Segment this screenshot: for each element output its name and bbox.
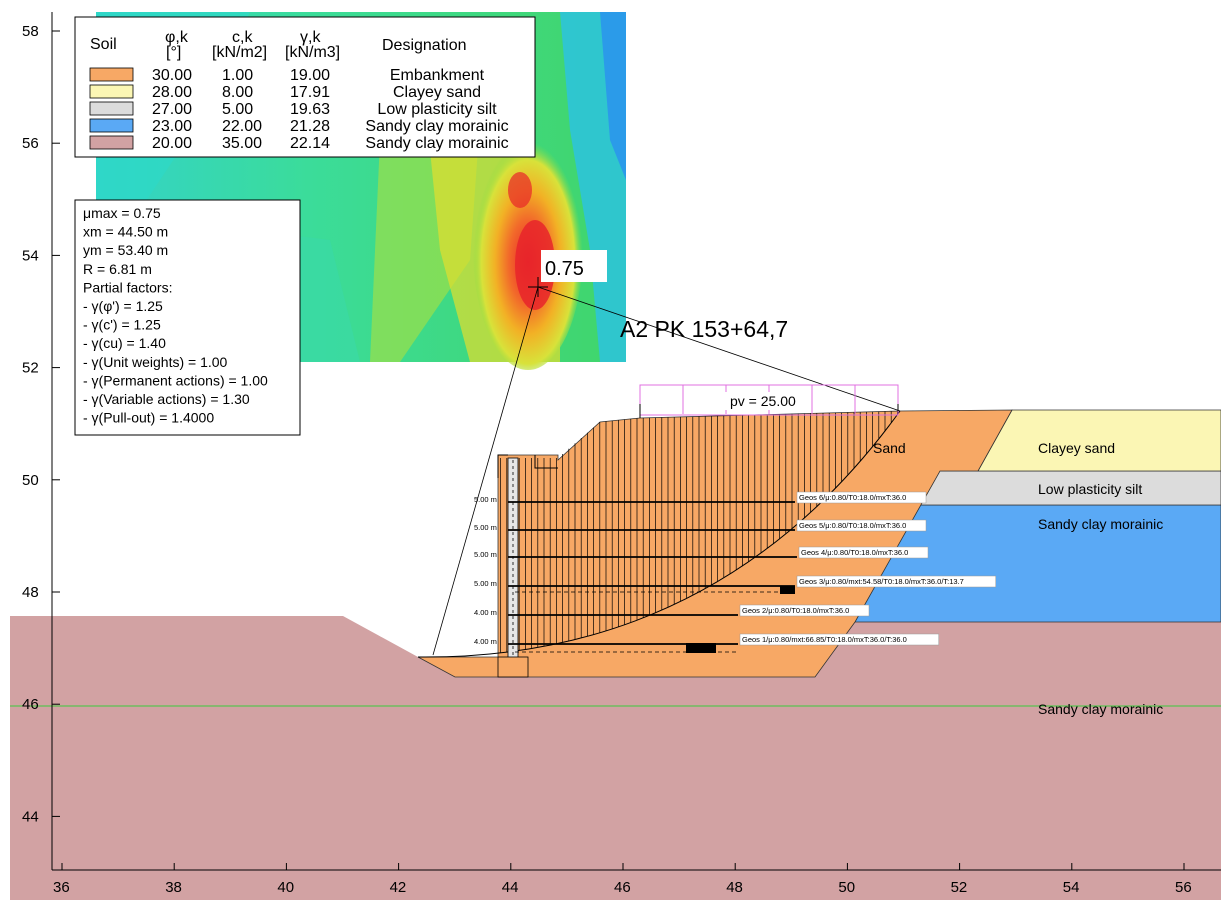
header-gamma: γ,k xyxy=(300,29,321,46)
result-line: R = 6.81 m xyxy=(83,261,152,277)
reinforcement-spacing: 4.00 m xyxy=(474,637,497,646)
results-box: μmax = 0.75 xm = 44.50 m ym = 53.40 m R = 6… xyxy=(74,199,301,436)
result-line: - γ(cu) = 1.40 xyxy=(83,335,166,351)
x-tick-label: 54 xyxy=(1063,879,1080,896)
reinforcement-label: Geos 2/μ:0.80/T0:18.0/mxT:36.0 xyxy=(742,606,849,615)
y-tick-label: 44 xyxy=(22,808,39,825)
legend-gamma: 19.00 xyxy=(290,67,330,84)
y-tick-label: 54 xyxy=(22,247,39,264)
center-safety-factor: 0.75 xyxy=(545,258,584,280)
legend-c: 8.00 xyxy=(222,84,253,101)
header-phi: φ,k xyxy=(165,29,189,46)
result-line: - γ(Pull-out) = 1.4000 xyxy=(83,410,214,426)
result-line: - γ(Variable actions) = 1.30 xyxy=(83,391,250,407)
legend-designation: Embankment xyxy=(390,67,485,84)
legend-gamma: 21.28 xyxy=(290,118,330,135)
legend-gamma: 19.63 xyxy=(290,101,330,118)
legend-phi: 20.00 xyxy=(152,135,192,152)
header-gamma-unit: [kN/m3] xyxy=(285,44,340,61)
legend-c: 5.00 xyxy=(222,101,253,118)
reinforcement-label: Geos 1/μ:0.80/mxt:66.85/T0:18.0/mxT:36.0… xyxy=(742,635,907,644)
legend-swatch xyxy=(89,118,134,133)
x-tick-label: 46 xyxy=(614,879,631,896)
x-tick-label: 44 xyxy=(502,879,519,896)
legend-phi: 23.00 xyxy=(152,118,192,135)
soil-label-clayey-sand: Clayey sand xyxy=(1038,440,1115,456)
result-line: - γ(φ') = 1.25 xyxy=(83,298,163,314)
legend-swatch xyxy=(89,84,134,99)
layer-sandy-clay-base xyxy=(10,616,1221,900)
radius-line-left xyxy=(432,286,539,656)
legend-designation: Sandy clay morainic xyxy=(365,118,508,135)
legend-phi: 30.00 xyxy=(152,67,192,84)
x-tick-label: 50 xyxy=(838,879,855,896)
section-title: A2 PK 153+64,7 xyxy=(620,316,788,342)
reinforcement-label: Geos 3/μ:0.80/mxt:54.58/T0:18.0/mxT:36.0… xyxy=(799,577,964,586)
y-tick-label: 58 xyxy=(22,23,39,40)
soil-label-sand: Sand xyxy=(873,440,906,456)
legend-swatch xyxy=(89,135,134,150)
reinforcement-spacing: 5.00 m xyxy=(474,579,497,588)
x-tick-label: 40 xyxy=(277,879,294,896)
circle-center-marker: 0.75 xyxy=(528,250,607,297)
result-line: ym = 53.40 m xyxy=(83,242,168,258)
legend-swatch xyxy=(89,101,134,116)
x-tick-label: 56 xyxy=(1175,879,1192,896)
header-designation: Designation xyxy=(382,37,467,54)
x-tick-label: 48 xyxy=(726,879,743,896)
result-line: μmax = 0.75 xyxy=(83,205,161,221)
radius-line-right xyxy=(537,286,901,412)
surcharge-load: pv = 25.00 xyxy=(639,384,899,418)
soil-label-sandy-clay-1: Sandy clay morainic xyxy=(1038,516,1163,532)
reinforcement-spacing: 5.00 m xyxy=(474,495,497,504)
legend-designation: Sandy clay morainic xyxy=(365,135,508,152)
reinforcement-label: Geos 6/μ:0.80/T0:18.0/mxT:36.0 xyxy=(799,493,906,502)
x-tick-label: 38 xyxy=(165,879,182,896)
axes: 36 38 40 42 44 46 48 50 52 54 56 58 56 54 52 50 48 46 44 xyxy=(22,12,1221,896)
header-soil: Soil xyxy=(90,36,117,53)
y-tick-label: 46 xyxy=(22,696,39,713)
legend-designation: Low plasticity silt xyxy=(377,101,497,118)
reinforcement-label: Geos 5/μ:0.80/T0:18.0/mxT:36.0 xyxy=(799,521,906,530)
reinforcement-spacing: 5.00 m xyxy=(474,523,497,532)
legend-c: 1.00 xyxy=(222,67,253,84)
soil-label-silt: Low plasticity silt xyxy=(1038,481,1142,497)
soil-label-sandy-clay-2: Sandy clay morainic xyxy=(1038,701,1163,717)
y-tick-label: 48 xyxy=(22,584,39,601)
reinforcements: 5.00 m Geos 6/μ:0.80/T0:18.0/mxT:36.0 5.00… xyxy=(474,491,996,653)
header-c: c,k xyxy=(232,29,253,46)
x-tick-label: 36 xyxy=(53,879,70,896)
reinforcement-spacing: 4.00 m xyxy=(474,608,497,617)
reinforcement-label: Geos 4/μ:0.80/T0:18.0/mxT:36.0 xyxy=(801,548,908,557)
reinforcement-spacing: 5.00 m xyxy=(474,550,497,559)
soil-legend-table: Soil φ,k [°] c,k [kN/m2] γ,k [kN/m3] Des… xyxy=(74,16,536,158)
legend-gamma: 17.91 xyxy=(290,84,330,101)
legend-c: 22.00 xyxy=(222,118,262,135)
slip-circle-arc xyxy=(417,410,901,658)
result-line: - γ(Unit weights) = 1.00 xyxy=(83,354,228,370)
result-line: Partial factors: xyxy=(83,279,172,295)
legend-phi: 28.00 xyxy=(152,84,192,101)
result-line: - γ(c') = 1.25 xyxy=(83,317,161,333)
y-tick-label: 56 xyxy=(22,135,39,152)
legend-phi: 27.00 xyxy=(152,101,192,118)
legend-c: 35.00 xyxy=(222,135,262,152)
header-c-unit: [kN/m2] xyxy=(212,44,267,61)
legend-swatch xyxy=(89,67,134,82)
x-tick-label: 42 xyxy=(390,879,407,896)
x-tick-label: 52 xyxy=(951,879,968,896)
result-line: - γ(Permanent actions) = 1.00 xyxy=(83,372,268,388)
load-label: pv = 25.00 xyxy=(730,393,796,409)
legend-designation: Clayey sand xyxy=(393,84,481,101)
y-tick-label: 50 xyxy=(22,472,39,489)
result-line: xm = 44.50 m xyxy=(83,224,168,240)
wall-facing xyxy=(497,454,558,678)
header-phi-unit: [°] xyxy=(166,44,181,61)
y-tick-label: 52 xyxy=(22,360,39,377)
legend-gamma: 22.14 xyxy=(290,135,330,152)
